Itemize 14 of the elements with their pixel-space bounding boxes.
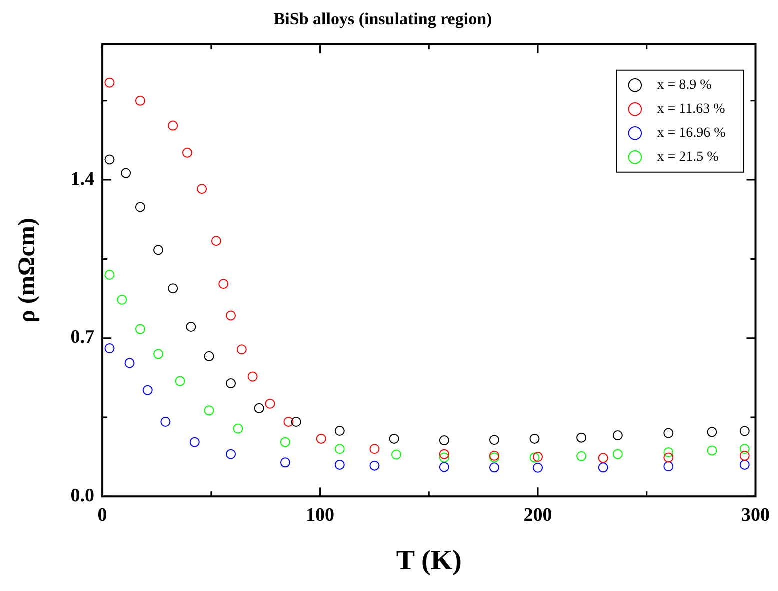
x-tick-label: 200 — [524, 504, 552, 526]
y-tick-label: 0.0 — [70, 486, 95, 507]
x-axis-title: T (K) — [396, 545, 462, 576]
legend-label: x = 16.96 % — [646, 126, 726, 142]
x-tick-label: 300 — [742, 504, 770, 526]
chart-title: BiSb alloys (insulating region) — [274, 10, 492, 29]
legend-label: x = 21.5 % — [646, 150, 720, 166]
x-tick-label: 0 — [98, 504, 108, 526]
x-tick-label: 100 — [306, 504, 335, 526]
y-tick-label: 1.4 — [70, 168, 96, 190]
legend-label: x = 11.63 % — [646, 102, 726, 118]
legend-label: x = 8.9 % — [646, 78, 712, 94]
y-axis-title: ρ (mΩcm) — [14, 218, 41, 323]
y-tick-label: 0.7 — [70, 327, 96, 348]
